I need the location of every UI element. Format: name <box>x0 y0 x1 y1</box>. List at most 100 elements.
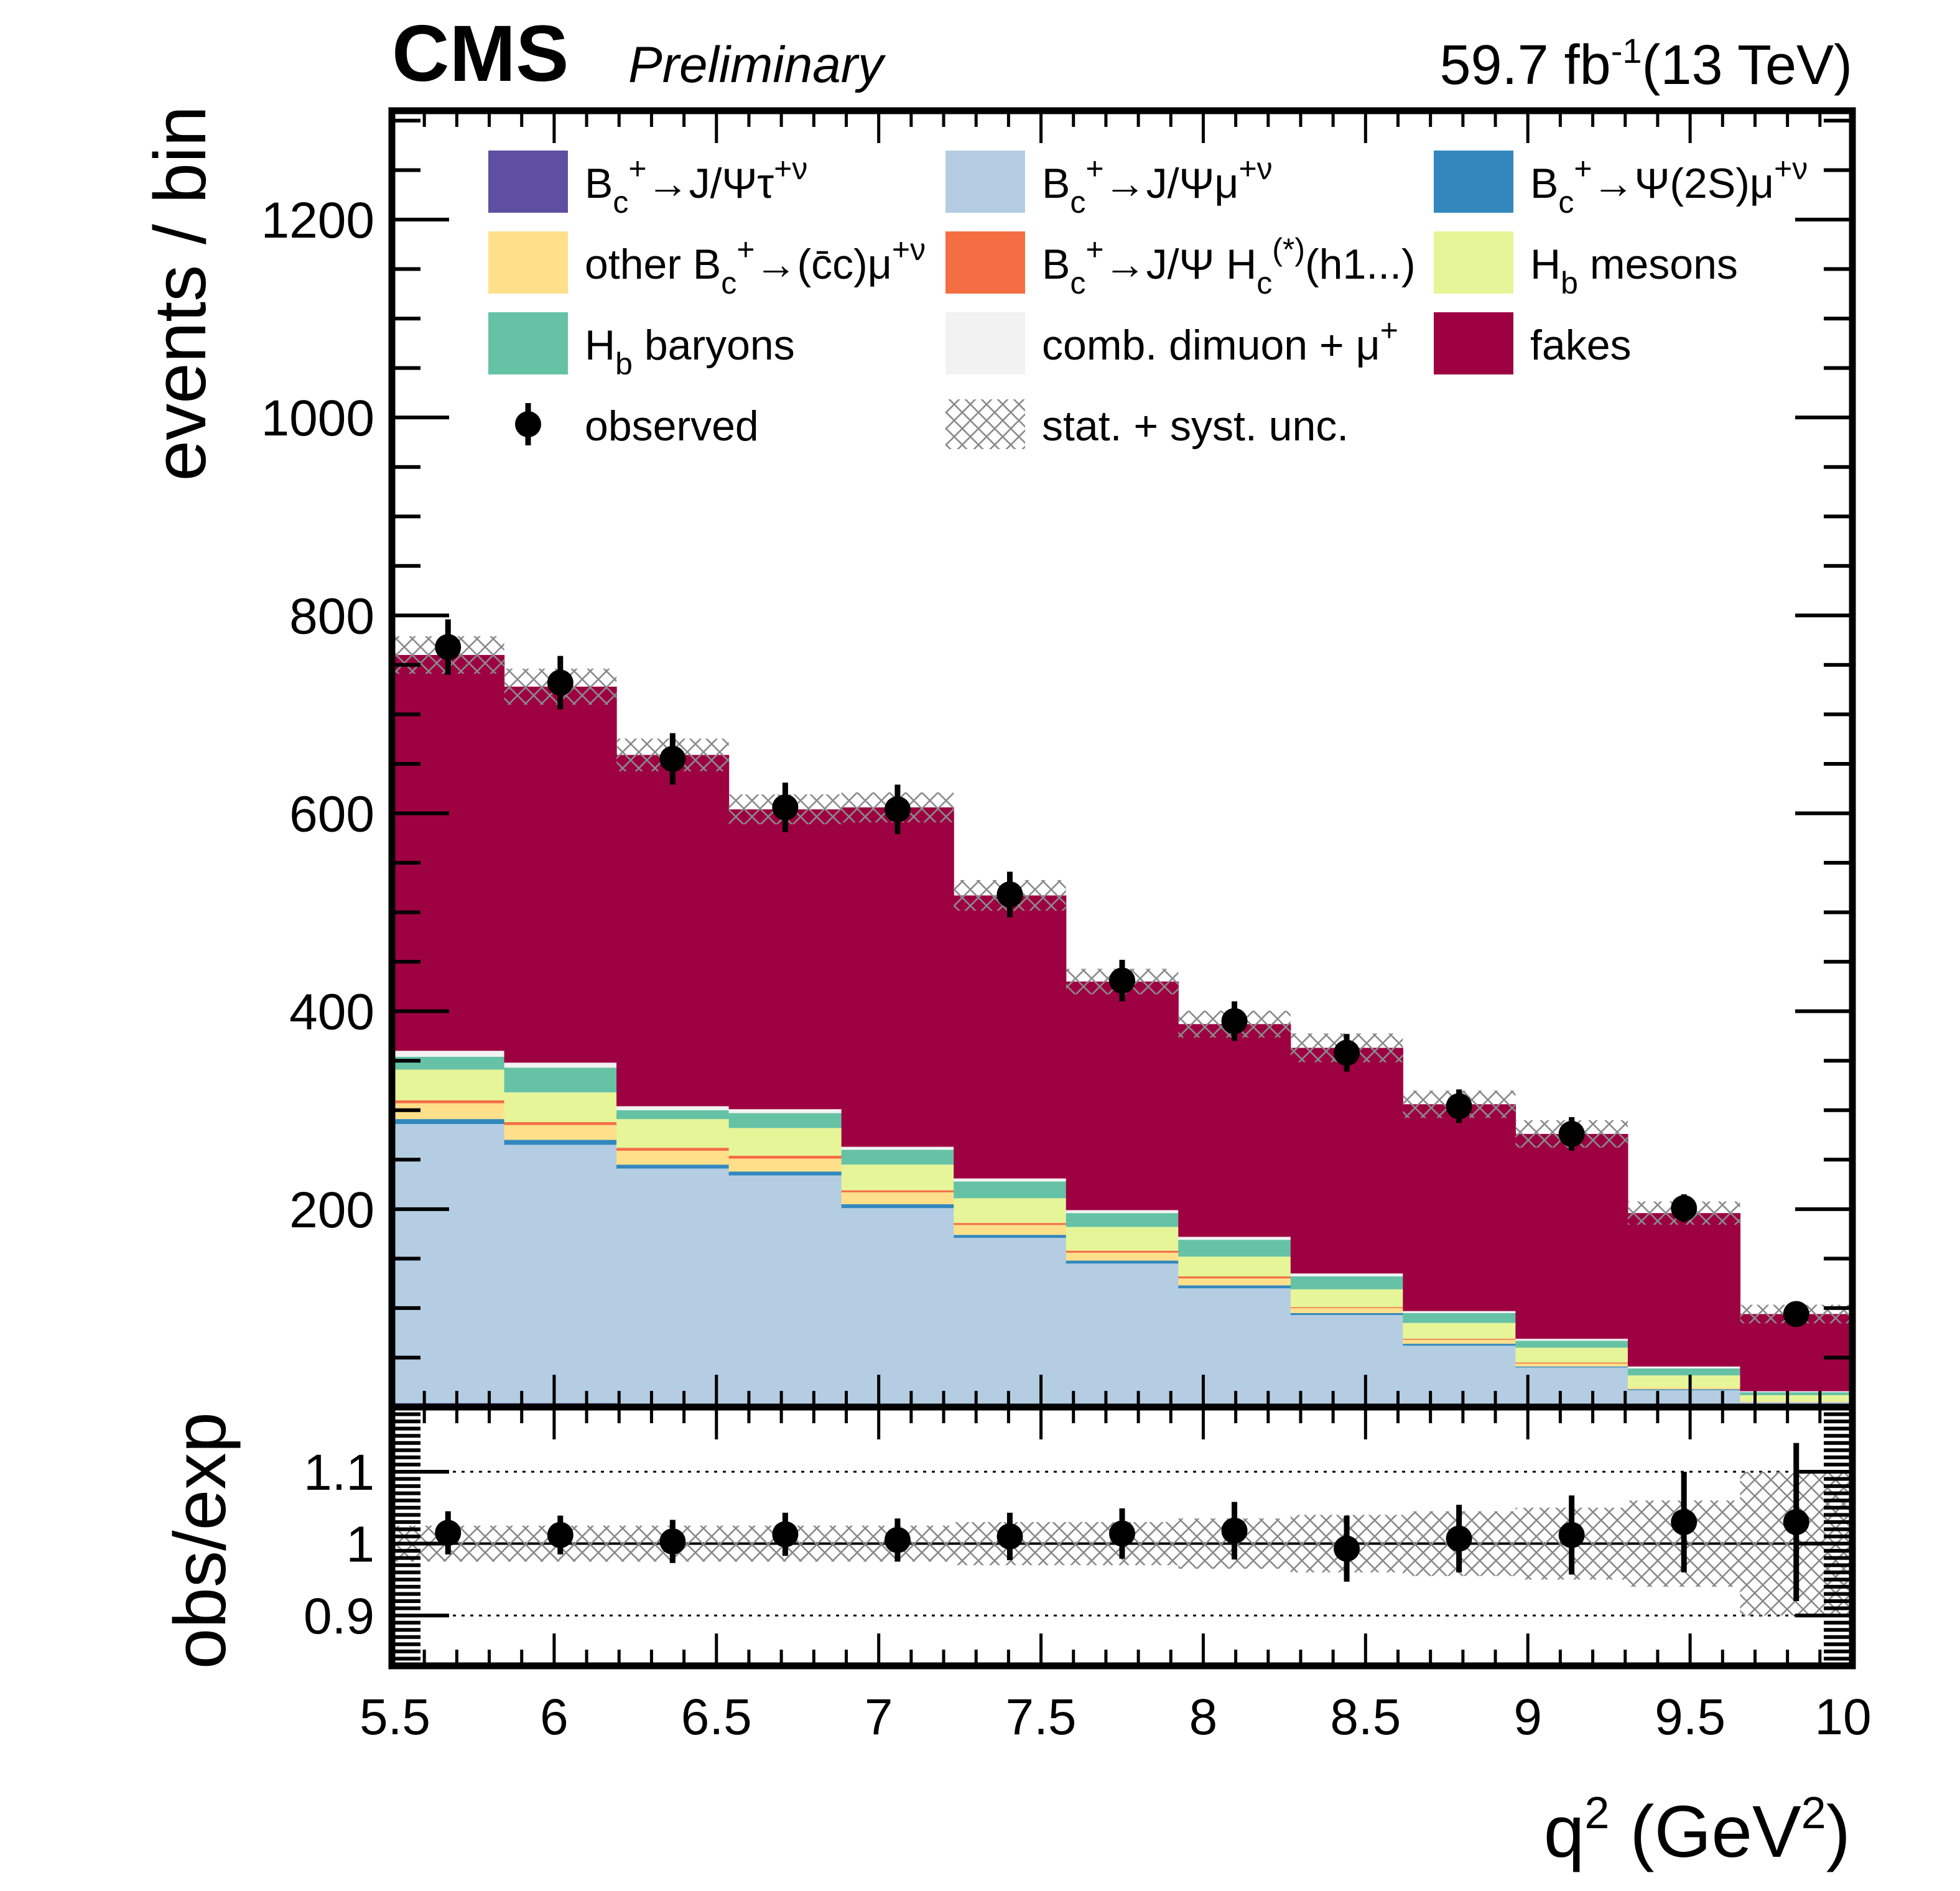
bar-psi2s-10 <box>1515 1366 1628 1368</box>
bar-hbbar-9 <box>1403 1313 1516 1323</box>
bar-hbmes-4 <box>841 1164 954 1191</box>
bar-other-9 <box>1403 1339 1516 1344</box>
main-ytick-label: 800 <box>289 588 374 644</box>
bar-comb-0 <box>392 1051 505 1057</box>
ratio-point-6 <box>1109 1520 1135 1547</box>
bar-hbbar-12 <box>1740 1392 1853 1395</box>
legend-swatch-mu <box>945 151 1025 213</box>
bar-hbmes-9 <box>1403 1322 1516 1339</box>
ratio-ytick-label: 1 <box>346 1517 374 1573</box>
observed-points <box>435 619 1809 1327</box>
bar-hc-2 <box>616 1148 730 1151</box>
bar-fakes-4 <box>841 807 954 1147</box>
bar-hbmes-7 <box>1178 1257 1291 1277</box>
bar-hbmes-5 <box>954 1198 1067 1224</box>
ratio-ytick-label: 1.1 <box>304 1444 374 1501</box>
main-ytick-label: 200 <box>289 1182 374 1238</box>
bar-hbmes-11 <box>1627 1375 1741 1388</box>
observed-point-0 <box>435 634 462 661</box>
bar-fakes-6 <box>1066 981 1179 1210</box>
bar-hbbar-4 <box>841 1150 954 1165</box>
bar-mu-2 <box>616 1168 730 1405</box>
legend-swatch-hbbar <box>488 312 568 374</box>
bar-psi2s-4 <box>841 1204 954 1209</box>
bar-mu-8 <box>1290 1315 1403 1405</box>
bar-fakes-2 <box>616 755 730 1107</box>
x-tick-label: 10 <box>1814 1689 1871 1745</box>
bar-hbbar-6 <box>1066 1213 1179 1227</box>
observed-point-11 <box>1671 1195 1698 1222</box>
x-tick-label: 9.5 <box>1655 1689 1725 1745</box>
bar-hbmes-1 <box>504 1092 617 1122</box>
bar-mu-9 <box>1403 1345 1516 1406</box>
observed-point-1 <box>547 669 574 696</box>
bar-psi2s-6 <box>1066 1260 1179 1264</box>
bar-hc-10 <box>1515 1362 1628 1364</box>
luminosity-exponent: -1 <box>1611 31 1642 70</box>
ratio-point-5 <box>996 1523 1023 1550</box>
bar-hc-9 <box>1403 1339 1516 1340</box>
bar-other-1 <box>504 1125 617 1140</box>
legend: Bc+→J/Ψτ+ν Bc+→J/Ψμ+ν Bc+→Ψ(2S)μ+ν other… <box>488 151 1811 450</box>
bar-hbbar-1 <box>504 1067 617 1093</box>
legend-label-mu: Bc+→J/Ψμ+ν <box>1042 151 1276 220</box>
bar-other-11 <box>1627 1387 1741 1390</box>
bar-other-12 <box>1740 1401 1853 1403</box>
observed-point-10 <box>1558 1120 1585 1147</box>
observed-point-6 <box>1109 967 1135 994</box>
bar-fakes-3 <box>728 809 842 1110</box>
bar-hbbar-8 <box>1290 1276 1403 1289</box>
bar-other-10 <box>1515 1364 1628 1367</box>
bar-hbbar-5 <box>954 1181 1067 1199</box>
bar-psi2s-3 <box>728 1171 842 1176</box>
bar-comb-7 <box>1178 1237 1291 1240</box>
bar-hc-7 <box>1178 1276 1291 1279</box>
bar-hc-3 <box>728 1155 842 1159</box>
bar-comb-8 <box>1290 1273 1403 1277</box>
bar-comb-10 <box>1515 1339 1628 1341</box>
bar-hbmes-12 <box>1740 1395 1853 1401</box>
observed-point-8 <box>1334 1039 1360 1066</box>
legend-label-unc: stat. + syst. unc. <box>1042 402 1349 450</box>
main-y-axis-label: events / bin <box>139 106 221 481</box>
x-tick-label: 8.5 <box>1330 1689 1401 1745</box>
observed-point-9 <box>1446 1093 1472 1120</box>
bar-comb-9 <box>1403 1311 1516 1313</box>
energy-label: (13 TeV) <box>1642 34 1852 96</box>
bar-comb-11 <box>1627 1366 1741 1368</box>
legend-label-other: other Bc+→(c̄c)μ+ν <box>585 232 929 300</box>
bar-mu-3 <box>728 1175 842 1405</box>
x-tick-label: 8 <box>1189 1689 1218 1745</box>
ratio-point-11 <box>1671 1508 1698 1535</box>
legend-unc-swatch <box>945 399 1025 449</box>
status-label: Preliminary <box>628 37 886 93</box>
bar-mu-4 <box>841 1208 954 1405</box>
observed-point-2 <box>659 746 686 772</box>
legend-label-psi2s: Bc+→Ψ(2S)μ+ν <box>1530 151 1811 220</box>
observed-point-4 <box>884 796 911 823</box>
bar-hbbar-10 <box>1515 1340 1628 1348</box>
bar-hc-4 <box>841 1190 954 1192</box>
bar-psi2s-11 <box>1627 1389 1741 1390</box>
x-tick-label: 7 <box>865 1689 893 1745</box>
main-ytick-label: 600 <box>289 786 374 842</box>
bar-comb-2 <box>616 1106 730 1110</box>
bar-mu-6 <box>1066 1263 1179 1405</box>
legend-swatch-hc <box>945 231 1025 294</box>
bar-psi2s-1 <box>504 1140 617 1145</box>
bar-other-6 <box>1066 1252 1179 1261</box>
ratio-point-7 <box>1221 1517 1248 1544</box>
bar-hbmes-6 <box>1066 1227 1179 1251</box>
bar-hbbar-11 <box>1627 1368 1741 1376</box>
luminosity-value: 59.7 fb <box>1439 34 1610 96</box>
main-ytick-label: 400 <box>289 984 374 1041</box>
observed-point-12 <box>1783 1301 1809 1327</box>
ratio-y-axis-label: obs/exp <box>159 1412 241 1669</box>
bar-other-3 <box>728 1158 842 1172</box>
ratio-point-12 <box>1783 1508 1809 1535</box>
bar-hbbar-0 <box>392 1056 505 1070</box>
legend-label-observed: observed <box>585 402 759 450</box>
bar-psi2s-9 <box>1403 1344 1516 1346</box>
legend-swatch-other <box>488 231 568 294</box>
bar-hbmes-3 <box>728 1128 842 1156</box>
